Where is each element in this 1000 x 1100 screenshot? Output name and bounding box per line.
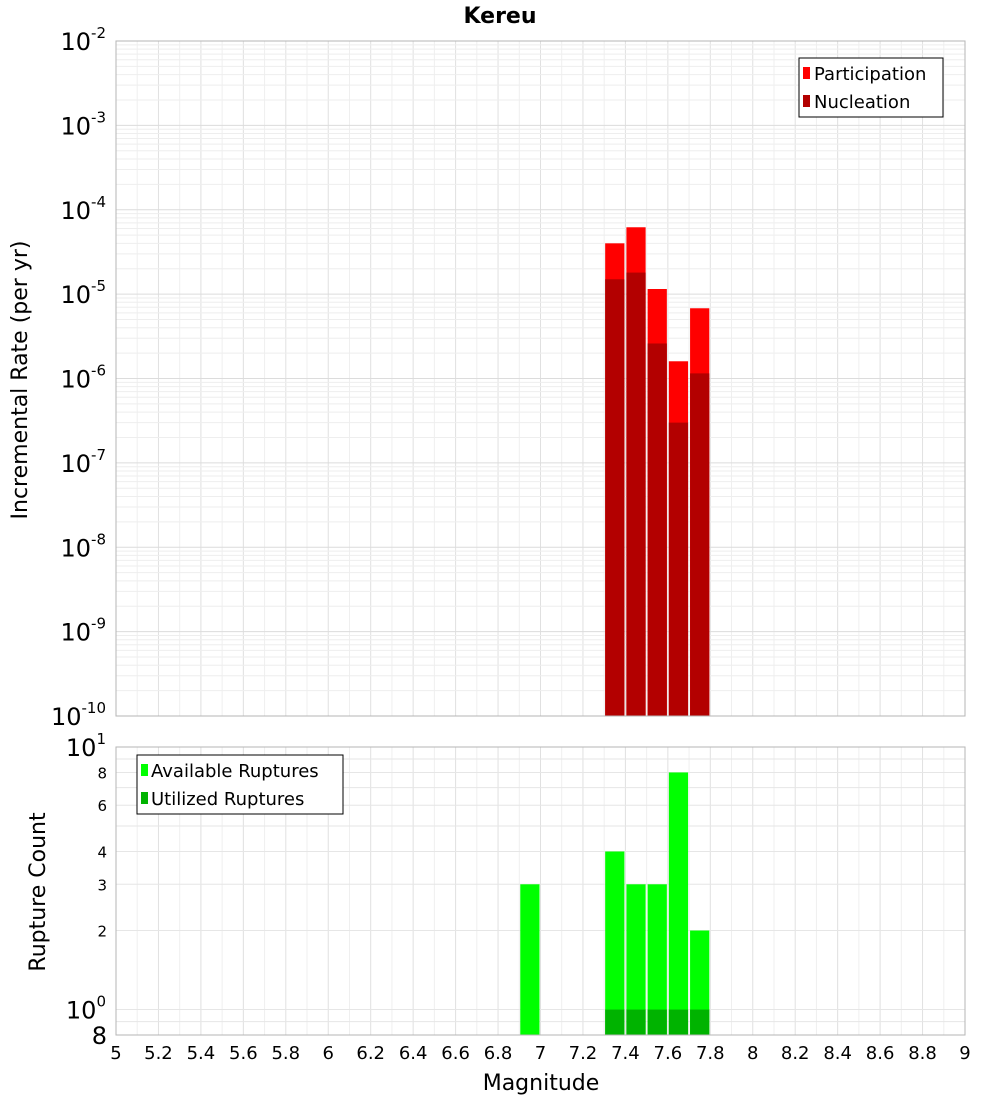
- top-y-tick-label: 10-8: [60, 530, 106, 562]
- bottom-legend: Available Ruptures Utilized Ruptures: [136, 754, 344, 815]
- bar-available-ruptures: [605, 851, 625, 1035]
- bottom-y-major-tick-label: 100: [66, 993, 106, 1025]
- x-tick-label: 7: [535, 1043, 546, 1064]
- top-gridlines: [115, 41, 966, 716]
- bottom-y-tick-labels: 100 101 8 2 3 4 6 8: [66, 730, 107, 1050]
- top-legend-box: [798, 57, 944, 118]
- bar-utilized-ruptures: [626, 1009, 646, 1035]
- bar-nucleation: [668, 422, 689, 716]
- top-plot-area: 10-10 10-9 10-8 10-7 10-6 10-5 10-4 10-3 10-2 Pa…: [51, 24, 966, 731]
- x-tick-label: 5.6: [229, 1043, 258, 1064]
- x-tick-label: 6.8: [484, 1043, 513, 1064]
- bar-available-ruptures: [647, 884, 667, 1035]
- bar-nucleation: [626, 272, 646, 716]
- legend-label-participation: Participation: [814, 64, 926, 85]
- bottom-y-minor-tick-label: 8: [97, 764, 107, 782]
- bar-utilized-ruptures: [605, 1009, 625, 1035]
- x-tick-label: 8.4: [823, 1043, 852, 1064]
- bar-nucleation: [690, 373, 710, 716]
- top-y-tick-label: 10-5: [60, 277, 106, 309]
- top-bars: [605, 227, 710, 717]
- x-tick-label: 5.4: [187, 1043, 216, 1064]
- bottom-y-minor-tick-label: 4: [97, 843, 107, 861]
- legend-label-nucleation: Nucleation: [814, 92, 910, 113]
- bar-nucleation: [647, 343, 667, 716]
- x-tick-label: 7.8: [696, 1043, 725, 1064]
- top-legend: Participation Nucleation: [798, 57, 944, 118]
- bar-nucleation: [605, 279, 625, 716]
- bottom-y-minor-tick-label: 8: [92, 1022, 107, 1050]
- bar-utilized-ruptures: [690, 1009, 710, 1035]
- bottom-y-axis-title: Rupture Count: [26, 812, 51, 972]
- x-tick-label: 8: [747, 1043, 758, 1064]
- x-tick-label: 6.2: [356, 1043, 385, 1064]
- top-y-axis-title: Incremental Rate (per yr): [8, 241, 33, 520]
- x-tick-label: 6.6: [441, 1043, 470, 1064]
- x-tick-label: 8.6: [866, 1043, 895, 1064]
- bar-available-ruptures: [690, 930, 710, 1035]
- x-tick-label: 7.6: [654, 1043, 683, 1064]
- bottom-y-major-tick-label: 101: [66, 730, 106, 762]
- bottom-y-minor-tick-label: 2: [97, 923, 107, 941]
- top-y-tick-labels: 10-10 10-9 10-8 10-7 10-6 10-5 10-4 10-3 10-2: [51, 24, 106, 731]
- top-y-tick-label: 10-9: [60, 615, 106, 647]
- bottom-y-minor-tick-label: 6: [97, 797, 107, 815]
- x-tick-labels: 5 5.2 5.4 5.6 5.8 6 6.2 6.4 6.6 6.8 7 7.2 7.4 7.6 7.8 8…: [110, 1043, 970, 1064]
- top-y-tick-label: 10-3: [60, 108, 106, 140]
- x-tick-label: 6.4: [399, 1043, 428, 1064]
- x-tick-label: 5: [110, 1043, 121, 1064]
- legend-swatch-utilized-ruptures: [141, 792, 148, 804]
- x-tick-label: 6: [323, 1043, 334, 1064]
- x-tick-label: 7.4: [611, 1043, 640, 1064]
- x-tick-label: 8.8: [908, 1043, 937, 1064]
- bar-utilized-ruptures: [668, 1009, 689, 1035]
- chart-title: Kereu: [463, 4, 536, 29]
- bottom-y-minor-tick-label: 3: [97, 876, 107, 894]
- x-axis-title: Magnitude: [483, 1071, 600, 1096]
- bottom-bars: [520, 772, 710, 1035]
- legend-swatch-participation: [803, 67, 810, 79]
- bar-available-ruptures: [626, 884, 646, 1035]
- top-y-tick-label: 10-10: [51, 699, 106, 731]
- legend-swatch-available-ruptures: [141, 764, 148, 776]
- bar-utilized-ruptures: [647, 1009, 667, 1035]
- bottom-legend-box: [136, 754, 344, 815]
- top-y-tick-label: 10-6: [60, 362, 106, 394]
- bottom-plot-frame: [115, 746, 966, 1036]
- top-y-tick-label: 10-7: [60, 446, 106, 478]
- x-tick-label: 5.8: [271, 1043, 300, 1064]
- x-tick-label: 7.2: [569, 1043, 598, 1064]
- x-tick-label: 8.2: [781, 1043, 810, 1064]
- legend-swatch-nucleation: [803, 95, 810, 107]
- top-plot-frame: [115, 40, 966, 717]
- bar-available-ruptures: [520, 884, 540, 1035]
- top-y-tick-label: 10-2: [60, 24, 106, 56]
- bottom-plot-area: 100 101 8 2 3 4 6 8 5 5.2 5.4 5.6 5.8 6 6.2 6.4 6.6 6.8 7…: [66, 730, 971, 1064]
- top-y-tick-label: 10-4: [60, 193, 106, 225]
- x-tick-label: 5.2: [144, 1043, 173, 1064]
- x-tick-label: 9: [959, 1043, 970, 1064]
- bottom-gridlines: [115, 747, 966, 1035]
- legend-label-available-ruptures: Available Ruptures: [151, 761, 319, 782]
- legend-label-utilized-ruptures: Utilized Ruptures: [151, 789, 304, 810]
- bar-available-ruptures: [668, 772, 689, 1035]
